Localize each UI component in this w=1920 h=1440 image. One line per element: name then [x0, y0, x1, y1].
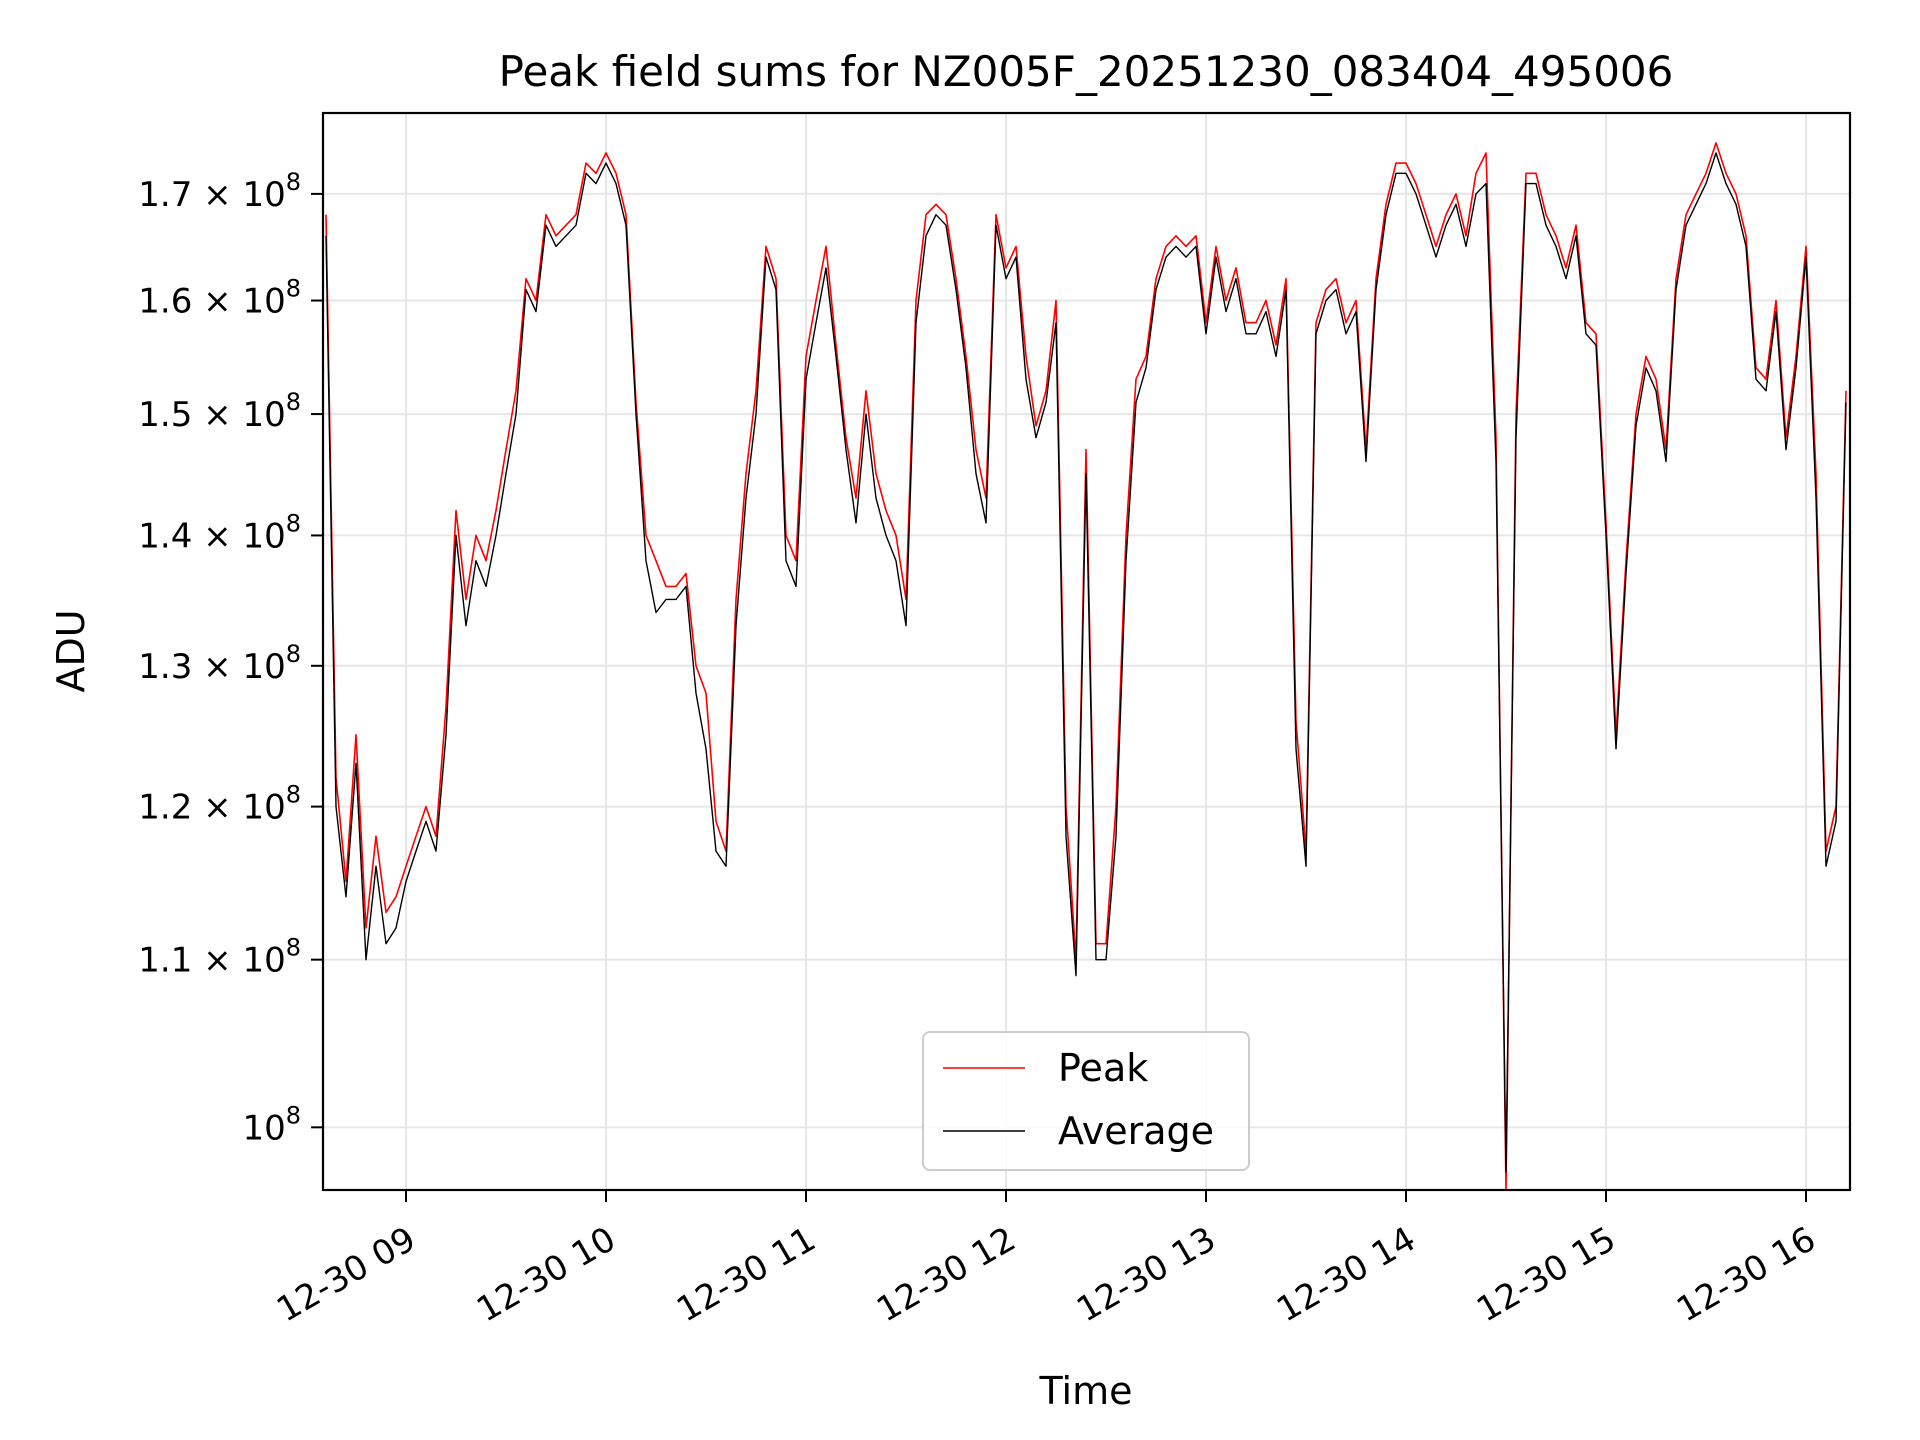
legend-average-label: Average — [1058, 1109, 1214, 1153]
y-tick-label: 1.2 × 108 — [138, 781, 301, 828]
y-tick-label: 1.6 × 108 — [138, 275, 301, 322]
y-axis-ticks: 108 1.1 × 108 1.2 × 108 1.3 × 108 1.4 × 108 1… — [138, 168, 323, 1148]
legend-box — [922, 1031, 1250, 1171]
grid-lines — [323, 113, 1850, 1190]
y-tick-label: 1.1 × 108 — [138, 934, 301, 981]
series-lines — [325, 142, 1847, 1190]
y-tick-label: 1.4 × 108 — [138, 509, 301, 556]
series-line-average — [325, 152, 1847, 1173]
y-axis-label: ADU — [49, 609, 93, 692]
series-line-peak — [325, 142, 1847, 1190]
y-tick-label: 108 — [242, 1101, 301, 1148]
plot-frame — [321, 111, 1852, 1192]
legend: Peak Average — [922, 1031, 1250, 1171]
y-tick-label: 1.5 × 108 — [138, 388, 301, 435]
y-tick-label: 1.7 × 108 — [138, 168, 301, 215]
legend-peak-label: Peak — [1058, 1046, 1148, 1090]
y-tick-label: 1.3 × 108 — [138, 640, 301, 687]
chart-title: Peak field sums for NZ005F_20251230_0834… — [499, 47, 1674, 96]
x-axis-label: Time — [1039, 1369, 1133, 1413]
